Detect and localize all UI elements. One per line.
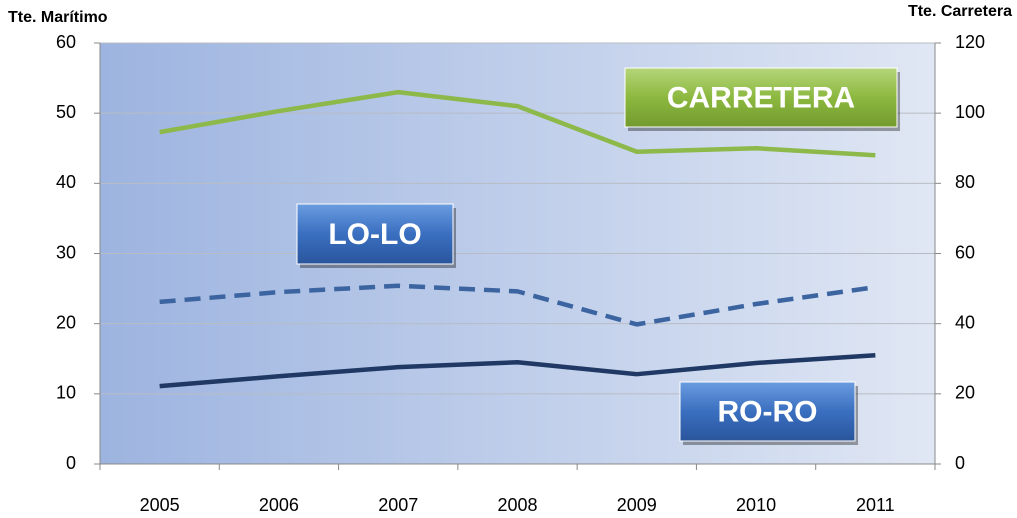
legend-label: CARRETERA xyxy=(667,81,855,114)
x-tick-label: 2010 xyxy=(736,495,776,515)
y2-axis-label: Tte. Carretera xyxy=(908,3,1012,20)
y2-tick-label: 80 xyxy=(955,172,975,192)
y2-tick-label: 40 xyxy=(955,312,975,332)
y-tick-label: 20 xyxy=(56,312,76,332)
y-tick-label: 30 xyxy=(56,242,76,262)
legend-box xyxy=(296,203,454,265)
y-tick-label: 60 xyxy=(56,32,76,52)
y-tick-label: 40 xyxy=(56,172,76,192)
y-axis-label: Tte. Marítimo xyxy=(8,9,108,26)
x-tick-label: 2009 xyxy=(617,495,657,515)
legend-box xyxy=(624,67,898,128)
x-tick-label: 2005 xyxy=(140,495,180,515)
y-tick-label: 10 xyxy=(56,383,76,403)
x-tick-label: 2007 xyxy=(378,495,418,515)
legend-label: RO-RO xyxy=(718,395,818,428)
y2-tick-label: 0 xyxy=(955,453,965,473)
series-line xyxy=(159,89,876,158)
x-tick-label: 2008 xyxy=(497,495,537,515)
legend-box xyxy=(679,381,856,442)
series-line xyxy=(159,352,876,389)
x-tick-label: 2006 xyxy=(259,495,299,515)
y-tick-label: 50 xyxy=(56,102,76,122)
series-line xyxy=(159,283,876,327)
y-tick-label: 0 xyxy=(66,453,76,473)
y2-tick-label: 20 xyxy=(955,383,975,403)
y2-tick-label: 120 xyxy=(955,32,985,52)
y2-tick-label: 100 xyxy=(955,102,985,122)
legend-label: LO-LO xyxy=(328,218,421,251)
x-tick-label: 2011 xyxy=(856,495,895,515)
y2-tick-label: 60 xyxy=(955,242,975,262)
